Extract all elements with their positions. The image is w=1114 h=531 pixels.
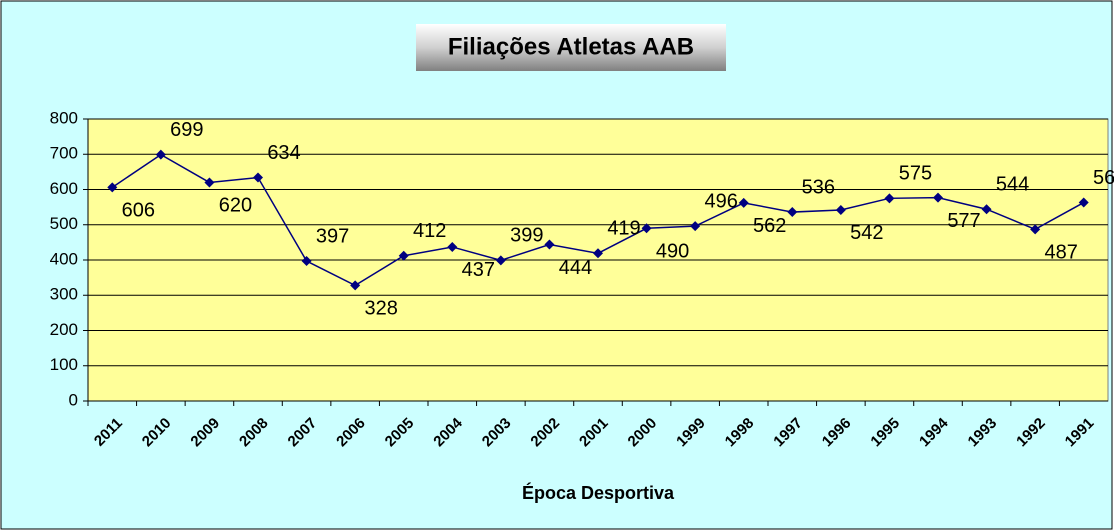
y-tick-label: 600 [50, 179, 78, 198]
y-tick-label: 300 [50, 285, 78, 304]
marker [447, 241, 458, 252]
data-label: 397 [316, 225, 349, 247]
marker [204, 177, 215, 188]
marker [350, 280, 361, 291]
title-box [416, 24, 726, 71]
data-label: 634 [267, 142, 300, 164]
marker [981, 204, 992, 215]
data-label: 412 [413, 220, 446, 242]
data-label: 620 [219, 195, 252, 217]
x-axis-title: Época Desportiva [522, 482, 675, 503]
marker [1030, 224, 1041, 235]
y-tick-label: 400 [50, 249, 78, 268]
marker [738, 197, 749, 208]
marker [1078, 197, 1089, 208]
data-label: 563 [1093, 167, 1114, 189]
data-label: 606 [122, 200, 155, 222]
marker [787, 207, 798, 218]
data-label: 496 [704, 190, 737, 212]
data-label: 444 [559, 257, 592, 279]
marker [107, 182, 118, 193]
data-label: 575 [899, 163, 932, 185]
marker [933, 192, 943, 203]
data-label: 699 [170, 119, 203, 141]
marker [301, 256, 312, 267]
data-label: 399 [510, 225, 543, 247]
y-tick-label: 500 [50, 214, 78, 233]
marker [641, 223, 652, 234]
data-label: 328 [364, 298, 397, 320]
marker [835, 204, 846, 215]
marker [398, 250, 409, 261]
data-label: 490 [656, 241, 689, 263]
y-tick-label: 0 [69, 390, 78, 409]
marker [690, 221, 701, 232]
data-label: 419 [607, 218, 640, 240]
data-label: 437 [462, 259, 495, 281]
chart-title: Filiações Atletas AAB [448, 33, 694, 60]
data-label: 544 [996, 174, 1029, 196]
data-label: 542 [850, 222, 883, 244]
data-label: 577 [947, 210, 980, 232]
y-tick-label: 200 [50, 320, 78, 339]
y-tick-label: 800 [50, 108, 78, 127]
marker [155, 149, 166, 160]
marker [495, 255, 506, 266]
y-tick-label: 700 [50, 144, 78, 163]
data-label: 562 [753, 215, 786, 237]
data-label: 536 [802, 176, 835, 198]
y-tick-label: 100 [50, 355, 78, 374]
data-label: 487 [1044, 242, 1077, 264]
marker [544, 239, 555, 250]
marker [593, 248, 603, 259]
marker [884, 193, 895, 204]
marker [253, 172, 263, 183]
